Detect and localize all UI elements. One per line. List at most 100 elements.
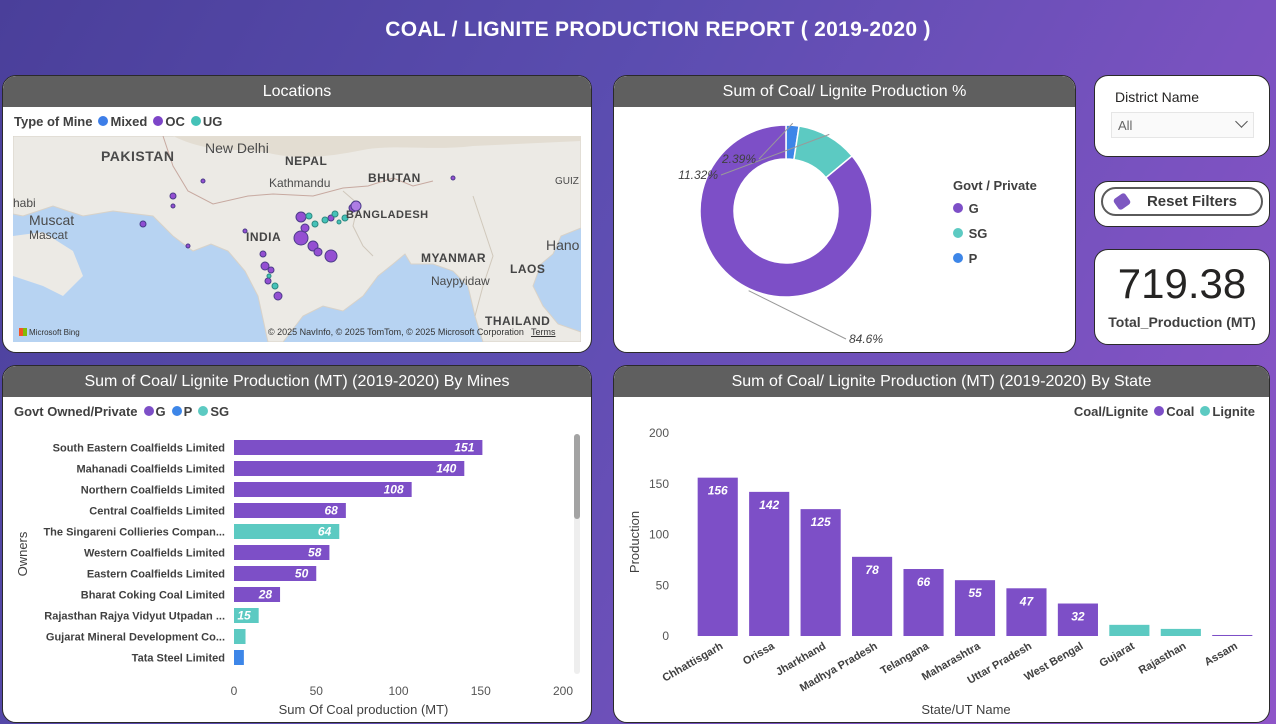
legend-item-mixed[interactable]: Mixed [98,114,147,129]
legend-dot [198,406,209,416]
legend-item-sg[interactable]: SG [198,404,229,419]
donut-legend-item-sg[interactable]: SG [953,226,1037,241]
map-label: GUIZ [555,176,579,187]
legend-dot [98,116,109,126]
map-label: THAILAND [485,314,551,328]
donut-legend-item-p[interactable]: P [953,251,1037,266]
mines-bar[interactable] [234,545,330,560]
state-bar[interactable] [1160,628,1201,636]
legend-item-p[interactable]: P [171,404,193,419]
mines-bar[interactable] [234,461,465,476]
legend-label: SG [210,404,230,419]
mines-bar[interactable] [234,587,281,602]
donut-card: Sum of Coal/ Lignite Production % 84.6% 1… [613,75,1076,353]
legend-dot [1154,406,1165,416]
donut-data-label: 2.39% [721,152,756,166]
mines-scrollbar[interactable] [574,434,580,674]
mines-legend: Govt Owned/Private G P SG [14,404,229,419]
legend-label: P [183,404,193,419]
map-marker [293,230,309,246]
donut-legend-title: Govt / Private [953,178,1037,193]
state-bar[interactable] [800,509,841,636]
mines-data-label: 64 [318,525,332,539]
donut-title: Sum of Coal/ Lignite Production % [614,76,1075,107]
legend-item-coal[interactable]: Coal [1154,404,1194,419]
reset-filters-button[interactable]: Reset Filters [1101,187,1263,216]
map-label: BHUTAN [368,171,421,185]
legend-title: Type of Mine [14,114,93,129]
legend-item-lignite[interactable]: Lignite [1200,404,1255,419]
mines-bar[interactable] [234,524,340,539]
state-bar[interactable] [1212,634,1253,636]
state-bar[interactable] [1109,624,1150,636]
mines-card: Sum of Coal/ Lignite Production (MT) (20… [2,365,592,723]
map-label: habi [13,196,36,210]
state-bar[interactable] [852,556,893,636]
map-marker [341,214,349,222]
mines-bar[interactable] [234,608,259,623]
legend-title: Govt Owned/Private [14,404,138,419]
mines-bar[interactable] [234,566,317,581]
mines-category-label: Bharat Coking Coal Limited [81,590,225,602]
legend-item-ug[interactable]: UG [190,114,223,129]
district-dropdown-value: All [1118,118,1133,133]
mines-data-label: 151 [454,441,474,455]
map-terms-link[interactable]: Terms [531,327,556,337]
map-marker [313,247,323,257]
state-data-label: 78 [865,563,879,577]
mines-category-label: Mahanadi Coalfields Limited [76,464,225,476]
state-data-label: 66 [917,575,931,589]
mines-data-label: 28 [258,588,273,602]
mines-bar[interactable] [234,629,246,644]
legend-label: Mixed [110,114,148,129]
legend-dot [953,203,963,213]
state-bar[interactable] [954,580,996,636]
donut-chart[interactable]: 84.6% 11.32%2.39% [614,107,1076,352]
mines-data-label: 15 [237,609,251,623]
scrollbar-thumb[interactable] [574,434,580,519]
state-data-label: 32 [1071,610,1085,624]
map-marker [450,175,456,181]
state-bar[interactable] [749,491,790,636]
state-bar[interactable] [1057,603,1098,636]
map-label: Naypyidaw [431,274,490,288]
state-bar[interactable] [697,477,738,636]
mines-data-label: 108 [384,483,404,497]
district-slicer-label: District Name [1115,89,1200,105]
district-dropdown[interactable]: All [1111,112,1254,138]
map-view[interactable]: PAKISTAN New Delhi NEPAL Kathmandu BHUTA… [13,136,581,342]
mines-bar[interactable] [234,482,412,497]
mines-bar[interactable] [234,440,483,455]
legend-dot [953,228,963,238]
map-marker [324,249,338,263]
reset-card: Reset Filters [1094,181,1270,227]
legend-dot [171,406,182,416]
bing-logo: Microsoft Bing [19,328,80,337]
map-marker [300,223,310,233]
state-y-tick: 100 [649,528,669,542]
state-bar[interactable] [903,569,944,636]
legend-label: UG [202,114,223,129]
mines-bar-chart[interactable]: South Eastern Coalfields Limited 151 Mahan… [3,422,592,722]
map-marker [185,243,191,249]
legend-item-oc[interactable]: OC [153,114,185,129]
kpi-label: Total_Production (MT) [1108,314,1256,330]
map-marker [350,200,362,212]
map-label: NEPAL [285,154,328,168]
map-label: Mascat [29,228,68,242]
legend-title: Coal/Lignite [1073,404,1149,419]
mines-y-axis-label: Owners [15,531,30,576]
mines-bar[interactable] [234,503,346,518]
legend-item-g[interactable]: G [143,404,166,419]
legend-label: G [155,404,166,419]
state-bar[interactable] [1006,588,1047,636]
report-title: COAL / LIGNITE PRODUCTION REPORT ( 2019-… [385,18,931,41]
legend-label: P [968,251,978,266]
state-category-label: Assam [1203,640,1240,669]
state-bar-chart[interactable]: 050100150200156Chhattisgarh142Orissa125J… [614,422,1270,722]
legend-label: Coal [1166,404,1195,419]
donut-slice-g[interactable] [699,124,873,298]
mines-x-tick: 0 [231,684,238,698]
donut-legend-item-g[interactable]: G [953,201,1037,216]
mines-bar[interactable] [234,650,244,665]
